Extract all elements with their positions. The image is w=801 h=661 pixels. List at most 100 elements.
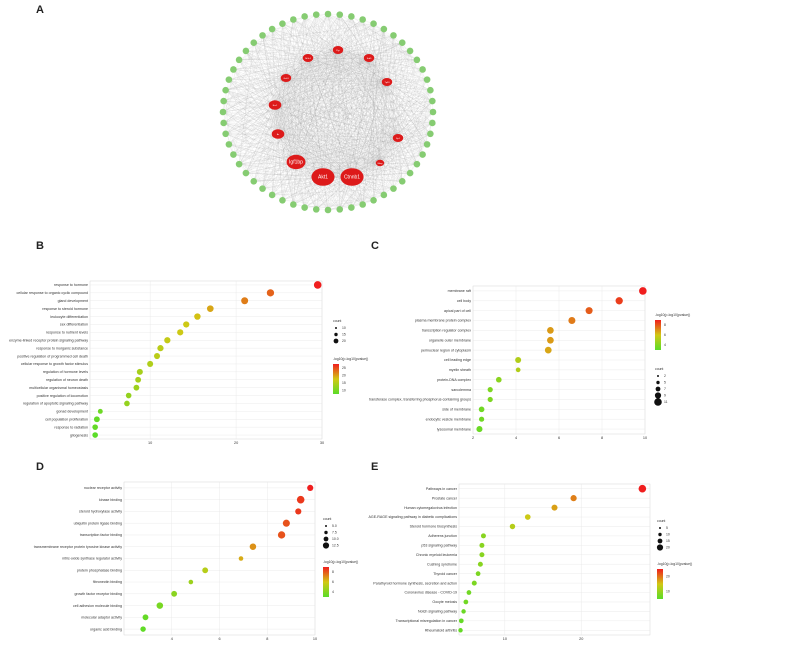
- network-leaf-node: [427, 86, 434, 94]
- category-label: positive regulation of locomotion: [37, 394, 88, 398]
- network-leaf-node: [336, 11, 344, 18]
- category-label: response to hormone: [54, 283, 88, 287]
- category-label: Oocyte meiosis: [432, 600, 457, 604]
- network-hub-label: Esr1: [273, 104, 278, 107]
- category-label: protein-DNA complex: [437, 378, 471, 382]
- data-point: [585, 307, 593, 315]
- category-label: sarcolemma: [451, 388, 471, 392]
- color-legend-tick: 20: [666, 575, 670, 579]
- size-legend-label: 20: [666, 546, 670, 550]
- network-leaf-node: [225, 76, 233, 83]
- data-point: [188, 579, 194, 585]
- data-point: [551, 504, 558, 511]
- panel-letter-d: D: [36, 461, 44, 473]
- data-point: [638, 484, 647, 493]
- x-tick-label: 8: [266, 637, 268, 641]
- x-tick-label: 20: [234, 441, 238, 445]
- data-point: [639, 287, 647, 295]
- network-leaf-node: [359, 16, 366, 23]
- color-legend-tick: 8: [332, 570, 334, 574]
- data-point: [475, 571, 481, 577]
- data-point: [458, 628, 463, 633]
- network-leaf-node: [427, 130, 434, 138]
- network-leaf-node: [290, 201, 297, 208]
- category-label: transcription regulator complex: [422, 329, 471, 333]
- data-point: [524, 514, 531, 520]
- network-hub-label: Tp53: [385, 82, 391, 84]
- category-label: Parathyroid hormone synthesis, secretion…: [373, 581, 457, 585]
- network-leaf-node: [301, 13, 308, 20]
- network-hub-label: Pgr: [336, 49, 340, 52]
- data-point: [476, 426, 483, 433]
- data-point: [296, 495, 305, 504]
- data-point: [133, 384, 140, 391]
- network-leaf-node: [413, 56, 421, 64]
- category-label: Adherens junction: [428, 534, 457, 538]
- network-hub-node: [392, 134, 404, 142]
- category-label: cellular response to organic cyclic comp…: [16, 291, 88, 295]
- network-hub-label: Srd5: [367, 57, 372, 60]
- data-point: [461, 609, 466, 614]
- network-hub-node: [311, 168, 335, 186]
- x-tick-label: 6: [218, 637, 220, 641]
- x-tick-label: 2: [472, 436, 474, 440]
- network-hub-label: Gsk3: [283, 78, 289, 80]
- category-label: organelle outer membrane: [429, 338, 471, 342]
- size-legend-label: 20: [342, 339, 346, 343]
- size-legend-label: 15: [666, 539, 670, 543]
- category-label: organic acid binding: [90, 627, 122, 631]
- network-hub-label: Ar: [277, 133, 279, 136]
- data-point: [515, 367, 521, 373]
- data-point: [97, 408, 103, 414]
- data-point: [471, 580, 477, 586]
- network-leaf-node: [259, 185, 266, 192]
- data-point: [479, 552, 485, 558]
- data-point: [183, 321, 190, 328]
- color-legend-title: -log10(p-log10(pvalue)): [657, 562, 692, 566]
- category-label: gland development: [58, 299, 88, 303]
- size-legend-dot: [657, 538, 663, 544]
- color-legend-title: -log10(p-log10(pvalue)): [323, 560, 358, 564]
- color-legend-tick: 6: [332, 580, 334, 584]
- network-hub-label: Nr3c1: [305, 57, 312, 60]
- data-point: [206, 305, 214, 312]
- data-point: [282, 519, 290, 527]
- size-legend-dot: [333, 338, 339, 344]
- network-hub-label: Akt1: [318, 175, 328, 181]
- network-leaf-node: [219, 108, 227, 116]
- data-point: [307, 484, 314, 491]
- data-point: [177, 329, 184, 336]
- network-leaf-node: [222, 130, 229, 138]
- category-label: response to radiation: [54, 425, 88, 429]
- size-legend-label: 10: [666, 533, 670, 537]
- category-label: cell body: [457, 299, 471, 303]
- category-label: apical part of cell: [444, 309, 471, 313]
- network-leaf-node: [290, 16, 297, 23]
- size-legend-label: 11: [664, 400, 668, 404]
- data-point: [458, 618, 464, 624]
- color-legend-title: -log10(p-log10(pvalue)): [333, 357, 368, 361]
- category-label: response to inorganic substance: [36, 346, 88, 350]
- network-leaf-node: [250, 39, 258, 47]
- data-point: [147, 360, 154, 367]
- color-legend-bar: [655, 320, 661, 350]
- data-point: [478, 416, 485, 422]
- category-label: Human cytomegalovirus infection: [404, 506, 457, 510]
- color-legend-tick: 6: [664, 333, 666, 337]
- size-legend-label: 9: [664, 394, 666, 398]
- data-point: [157, 345, 164, 352]
- network-hub-label: Mmp: [378, 163, 384, 165]
- data-point: [547, 327, 554, 334]
- category-label: transmembrane receptor protein tyrosine …: [34, 545, 122, 549]
- color-legend-tick: 25: [342, 366, 346, 370]
- data-point: [313, 281, 322, 289]
- data-point: [544, 346, 552, 354]
- panel-letter-c: C: [371, 240, 379, 252]
- size-legend-dot: [323, 536, 329, 542]
- size-legend-label: 7: [664, 387, 666, 391]
- network-leaf-node: [279, 20, 286, 28]
- network-leaf-node: [348, 13, 355, 20]
- network-leaf-node: [348, 204, 355, 211]
- color-legend-bar: [323, 567, 329, 597]
